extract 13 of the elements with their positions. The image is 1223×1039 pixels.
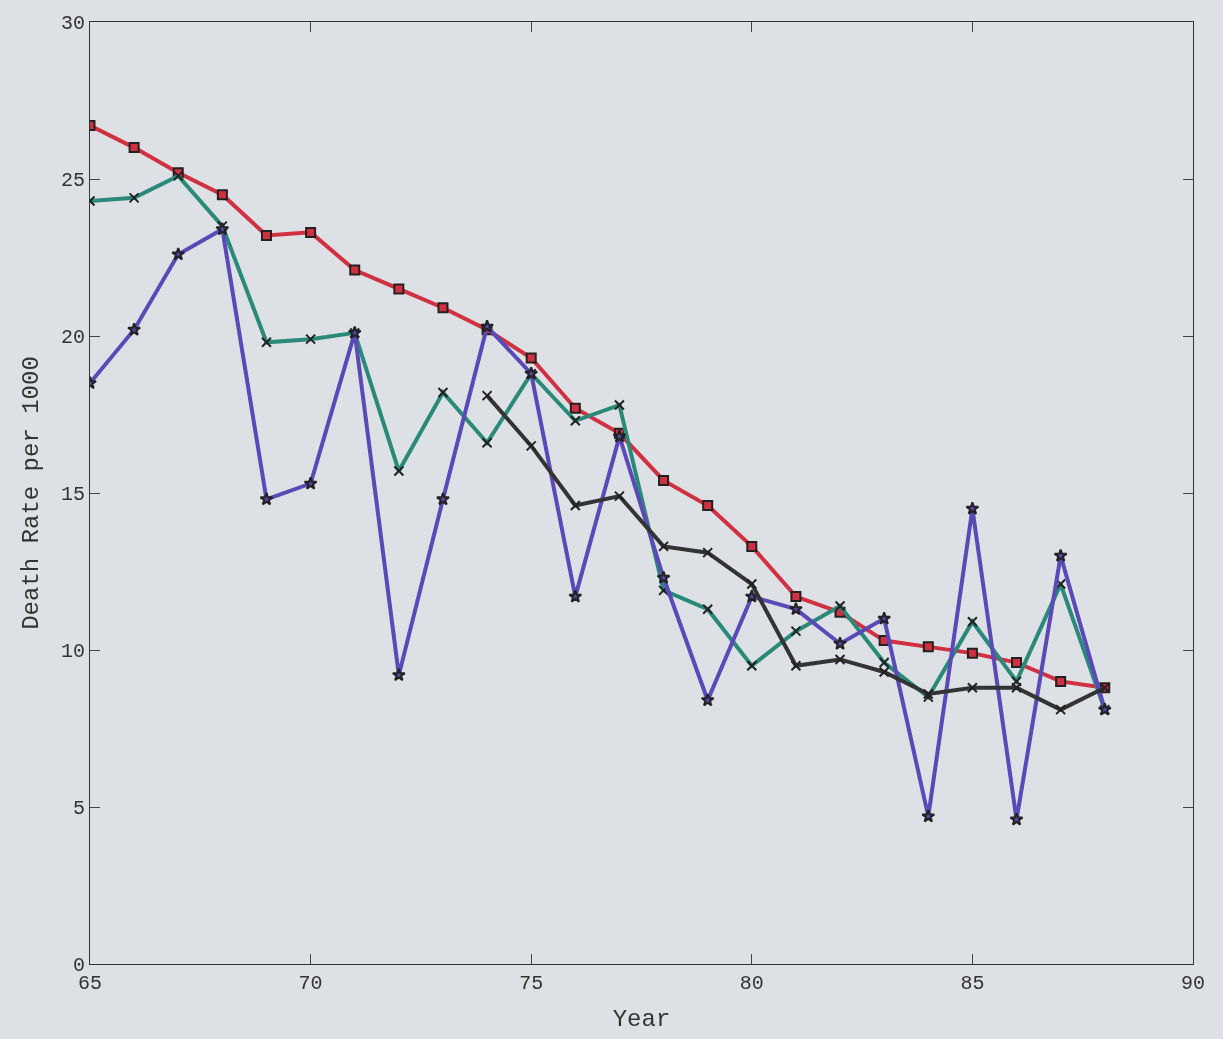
x-tick-label: 80 (739, 972, 764, 995)
x-axis-title: Year (612, 1006, 671, 1034)
x-tick-label: 75 (519, 972, 544, 995)
y-tick-label: 5 (72, 797, 85, 820)
y-axis-title: Death Rate per 1000 (18, 356, 46, 630)
x-tick-label: 70 (298, 972, 323, 995)
y-tick-label: 15 (60, 483, 85, 506)
x-tick-label: 85 (960, 972, 985, 995)
x-tick-label: 90 (1180, 972, 1206, 995)
y-tick-label: 30 (60, 12, 85, 35)
y-tick-label: 25 (60, 169, 85, 192)
y-tick-label: 10 (60, 640, 85, 663)
y-tick-label: 20 (60, 326, 85, 349)
